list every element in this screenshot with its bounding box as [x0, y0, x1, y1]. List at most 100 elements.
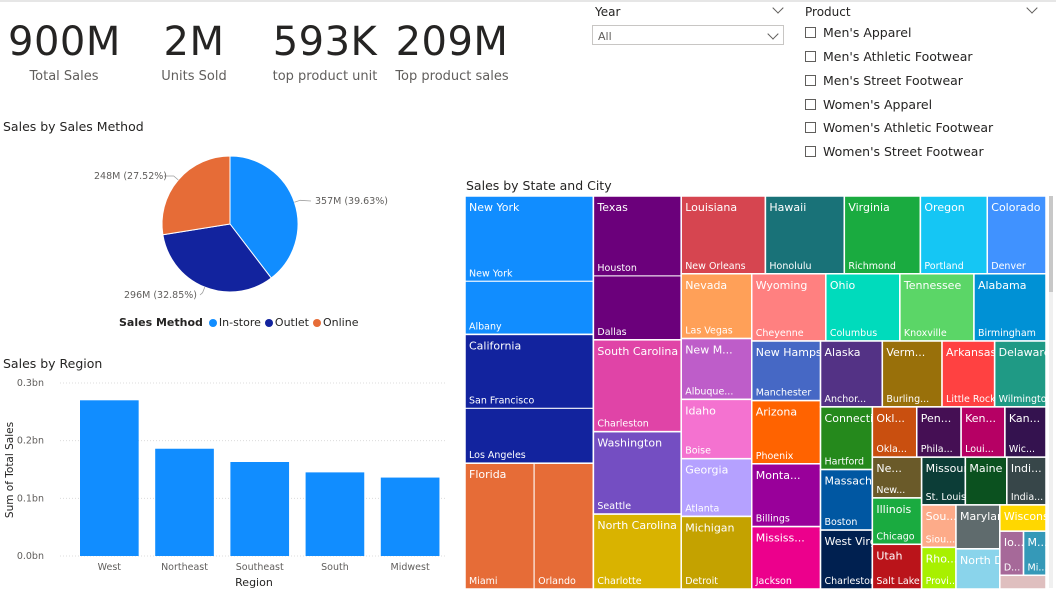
treemap-city-tile[interactable] — [986, 196, 1046, 275]
treemap-state-georgia[interactable]: Atlanta Georgia — [680, 457, 753, 518]
treemap-state-wyoming[interactable]: Cheyenne Wyoming — [750, 273, 827, 342]
chevron-down-icon[interactable] — [772, 2, 784, 14]
treemap-city-tile[interactable] — [921, 504, 957, 548]
product-option[interactable]: Women's Athletic Footwear — [805, 117, 993, 137]
treemap-state-oregon[interactable]: Portland Oregon — [919, 196, 989, 275]
treemap-state-south-carolina[interactable]: Charleston South Carolina — [592, 339, 682, 433]
treemap-city-tile[interactable] — [1004, 406, 1046, 458]
treemap-state-verm-[interactable]: Burling... Verm... — [881, 340, 943, 408]
treemap-state-indi-[interactable]: India... Indi... — [1006, 456, 1046, 506]
treemap-state-massachu-[interactable]: BostonMassachu... — [819, 468, 890, 531]
treemap-city-tile[interactable] — [999, 574, 1046, 589]
product-option[interactable]: Men's Athletic Footwear — [805, 46, 973, 66]
treemap-state-tennessee[interactable]: Knoxville Tennessee — [899, 273, 975, 342]
treemap-city-tile[interactable] — [680, 458, 753, 517]
treemap-state-nebraska[interactable] — [999, 574, 1046, 589]
treemap-state-illinois[interactable]: Chicago Illinois — [871, 497, 923, 546]
treemap-state-maine[interactable]: Maine — [964, 456, 1008, 506]
treemap-state-alabama[interactable]: Birmingham Alabama — [973, 273, 1046, 342]
treemap-city-tile[interactable] — [973, 273, 1046, 342]
kpi-card-units-sold[interactable]: 2M Units Sold — [150, 20, 238, 86]
sales-by-state-city-treemap[interactable]: New York Albany New York San Francisco Los A… — [465, 196, 1046, 589]
sales-method-pie-chart[interactable]: 357M (39.63%) 296M (32.85%) 248M (27.52%) — [0, 140, 460, 340]
kpi-card-top-product-unit[interactable]: 593K top product unit — [266, 20, 384, 86]
treemap-city-tile[interactable] — [994, 340, 1046, 408]
treemap-state-florida[interactable]: Miami Orlando Florida — [465, 462, 595, 589]
treemap-city-tile[interactable] — [921, 546, 957, 589]
bar-southeast[interactable] — [230, 462, 290, 556]
treemap-city-tile[interactable] — [843, 196, 921, 275]
treemap-state-monta-[interactable]: Billings Monta... — [750, 463, 822, 528]
treemap-state-mississ-[interactable]: Jackson Mississ... — [750, 525, 822, 589]
treemap-state-ohio[interactable]: Columbus Ohio — [825, 273, 901, 342]
treemap-state-north-da-[interactable]: North Da... — [955, 548, 1020, 589]
treemap-state-delaware[interactable]: Wilmington Delaware — [993, 340, 1046, 408]
treemap-city-tile[interactable] — [465, 462, 535, 589]
checkbox[interactable] — [805, 121, 816, 133]
treemap-state-sou-[interactable]: Siou... Sou... — [920, 504, 957, 549]
treemap-state-io-[interactable]: D... Io... — [999, 530, 1025, 577]
treemap-city-tile[interactable] — [533, 462, 594, 589]
treemap-state-ken-[interactable]: Loui... Ken... — [960, 406, 1006, 458]
treemap-city-tile[interactable] — [820, 340, 883, 408]
legend-item-outlet[interactable]: Outlet — [264, 316, 309, 329]
treemap-city-tile[interactable] — [680, 338, 753, 400]
treemap-scrollbar[interactable] — [1049, 196, 1053, 588]
pie-slice-online[interactable] — [161, 155, 231, 236]
year-dropdown[interactable]: All — [592, 25, 784, 45]
treemap-state-louisiana[interactable]: New Orleans Louisiana — [680, 196, 767, 275]
treemap-state-ne-[interactable]: New... Ne... — [871, 456, 923, 499]
treemap-state-missouri[interactable]: St. Louis Missouri — [920, 456, 971, 506]
treemap-city-tile[interactable] — [751, 273, 827, 342]
checkbox[interactable] — [805, 50, 816, 62]
treemap-city-tile[interactable] — [871, 456, 923, 499]
treemap-state-texas[interactable]: Houston Dallas Texas — [592, 196, 682, 341]
treemap-state-idaho[interactable]: Boise Idaho — [680, 398, 753, 460]
product-option[interactable]: Women's Street Footwear — [805, 141, 984, 161]
legend-item-online[interactable]: Online — [313, 316, 358, 329]
treemap-city-tile[interactable] — [680, 273, 753, 340]
treemap-state-okl-[interactable]: Okla... Okl... — [871, 406, 918, 458]
treemap-state-north-carolina[interactable]: Charlotte North Carolina — [592, 513, 682, 589]
checkbox[interactable] — [805, 26, 816, 38]
treemap-city-tile[interactable] — [465, 280, 594, 335]
treemap-state-arizona[interactable]: Phoenix Arizona — [750, 399, 822, 465]
treemap-city-tile[interactable] — [941, 340, 996, 408]
kpi-card-total-sales[interactable]: 900M Total Sales — [8, 20, 120, 86]
bar-south[interactable] — [305, 472, 365, 556]
treemap-city-tile[interactable] — [960, 406, 1006, 458]
treemap-city-tile[interactable] — [751, 463, 822, 528]
treemap-state-virginia[interactable]: Richmond Virginia — [843, 196, 922, 275]
product-option[interactable]: Men's Street Footwear — [805, 70, 963, 90]
kpi-card-top-product-sales[interactable]: 209M Top product sales — [394, 20, 510, 86]
treemap-city-tile[interactable] — [680, 196, 766, 275]
treemap-state-michigan[interactable]: Detroit Michigan — [680, 515, 753, 589]
treemap-state-alaska[interactable]: Anchor... Alaska — [819, 340, 884, 408]
treemap-state-california[interactable]: San Francisco Los Angeles California — [465, 333, 595, 464]
treemap-state-nevada[interactable]: Las Vegas Nevada — [680, 273, 753, 340]
checkbox[interactable] — [805, 145, 816, 157]
bar-northeast[interactable] — [155, 448, 214, 556]
treemap-state-pen-[interactable]: Phila... Pen... — [915, 406, 962, 458]
treemap-state-new-york[interactable]: New York Albany New York — [465, 196, 595, 336]
treemap-state-arkansas[interactable]: Little Rock Arkansas — [941, 340, 996, 408]
checkbox[interactable] — [805, 74, 816, 86]
treemap-state-rho-[interactable]: Provi... Rho... — [920, 546, 958, 589]
legend-item-in-store[interactable]: In-store — [208, 316, 261, 329]
pie-slice-in-store[interactable] — [229, 155, 299, 279]
treemap-city-tile[interactable] — [465, 196, 594, 282]
treemap-state-m-[interactable]: Mi... M... — [1022, 530, 1046, 577]
scrollbar-thumb[interactable] — [1049, 196, 1053, 292]
treemap-state-hawaii[interactable]: Honolulu Hawaii — [764, 196, 846, 275]
sales-by-region-bar-chart[interactable]: 0.0bn 0.1bn 0.2bn 0.3bn West Northeast Southea… — [0, 372, 460, 592]
treemap-state-wisconsin[interactable]: Wisconsin — [999, 504, 1046, 532]
treemap-state-washington[interactable]: Seattle Washington — [592, 430, 682, 515]
treemap-state-colorado[interactable]: Denver Colorado — [986, 196, 1046, 275]
checkbox[interactable] — [805, 98, 816, 110]
chevron-down-icon[interactable] — [1026, 2, 1038, 14]
treemap-state-new-m-[interactable]: Albuque... New M... — [680, 337, 753, 401]
treemap-city-tile[interactable] — [820, 529, 873, 589]
treemap-state-kan-[interactable]: Wic... Kan... — [1004, 406, 1046, 458]
pie-slice-outlet[interactable] — [162, 223, 272, 293]
treemap-city-tile[interactable] — [955, 548, 1001, 589]
